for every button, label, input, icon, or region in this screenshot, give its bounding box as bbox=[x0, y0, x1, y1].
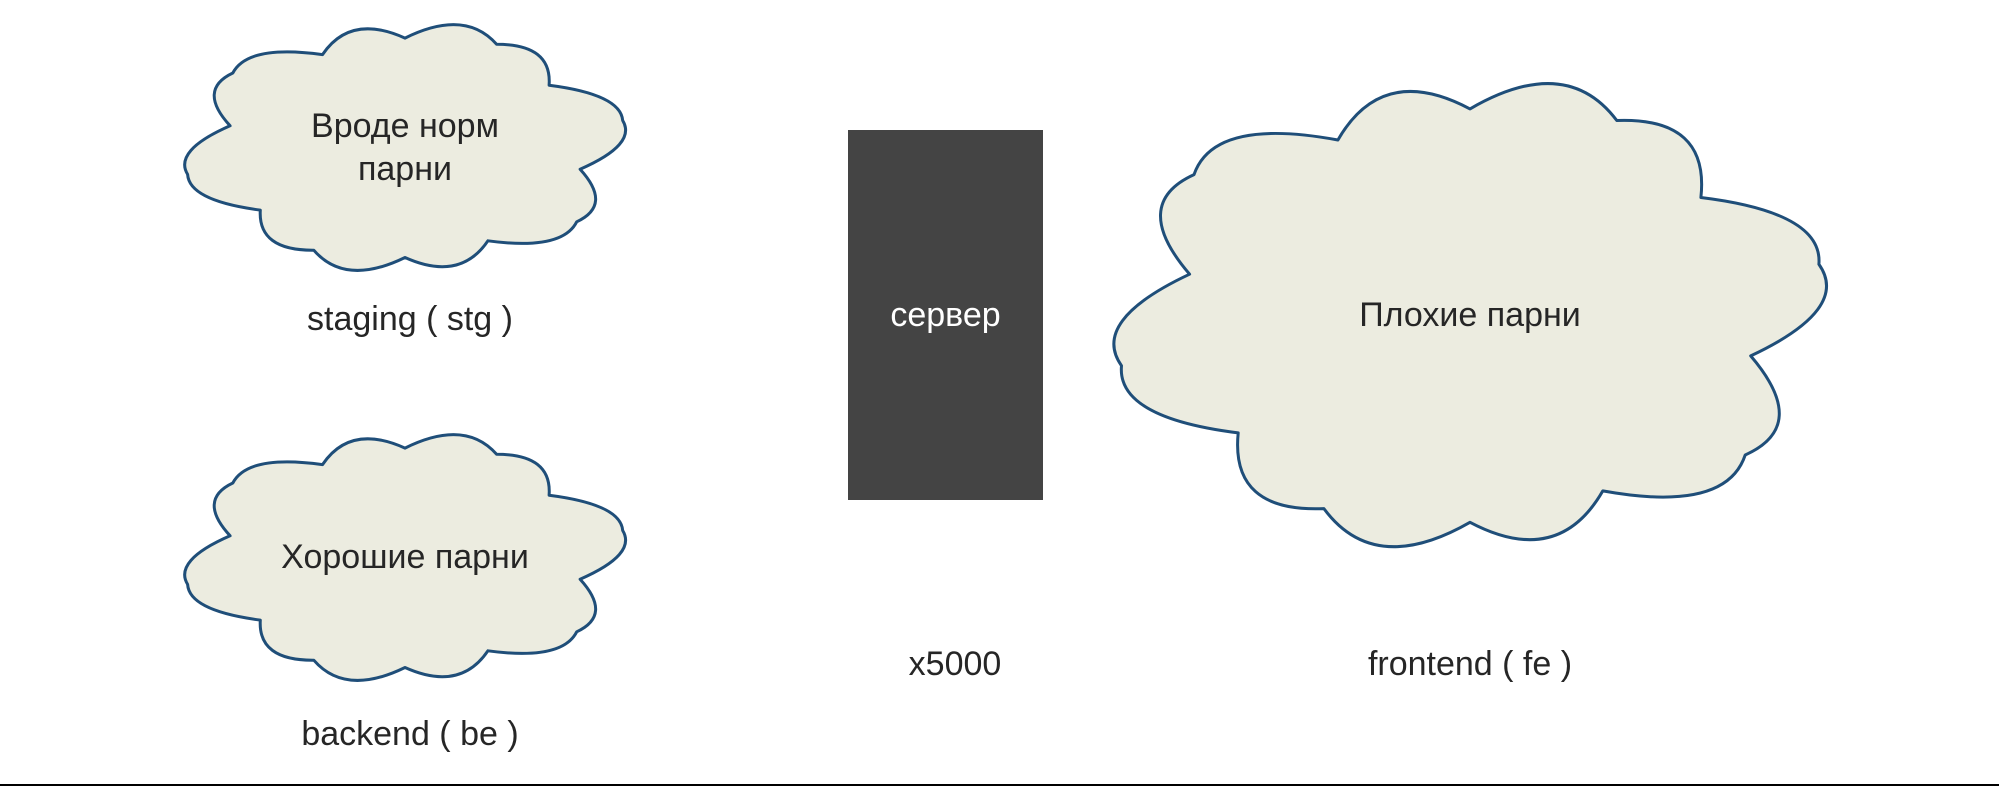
cloud-backend: Хорошие парни bbox=[175, 430, 635, 685]
caption-backend: backend ( be ) bbox=[280, 715, 540, 754]
cloud-staging: Вроде норм парни bbox=[175, 20, 635, 275]
server-box: сервер bbox=[848, 130, 1043, 500]
diagram-canvas: Вроде норм парни staging ( stg ) Хорошие… bbox=[0, 0, 1999, 789]
caption-staging: staging ( stg ) bbox=[280, 300, 540, 339]
cloud-frontend: Плохие парни bbox=[1105, 80, 1835, 550]
caption-server: x5000 bbox=[905, 645, 1005, 684]
caption-frontend: frontend ( fe ) bbox=[1330, 645, 1610, 684]
bottom-baseline bbox=[0, 784, 1999, 786]
server-label: сервер bbox=[890, 296, 1000, 335]
